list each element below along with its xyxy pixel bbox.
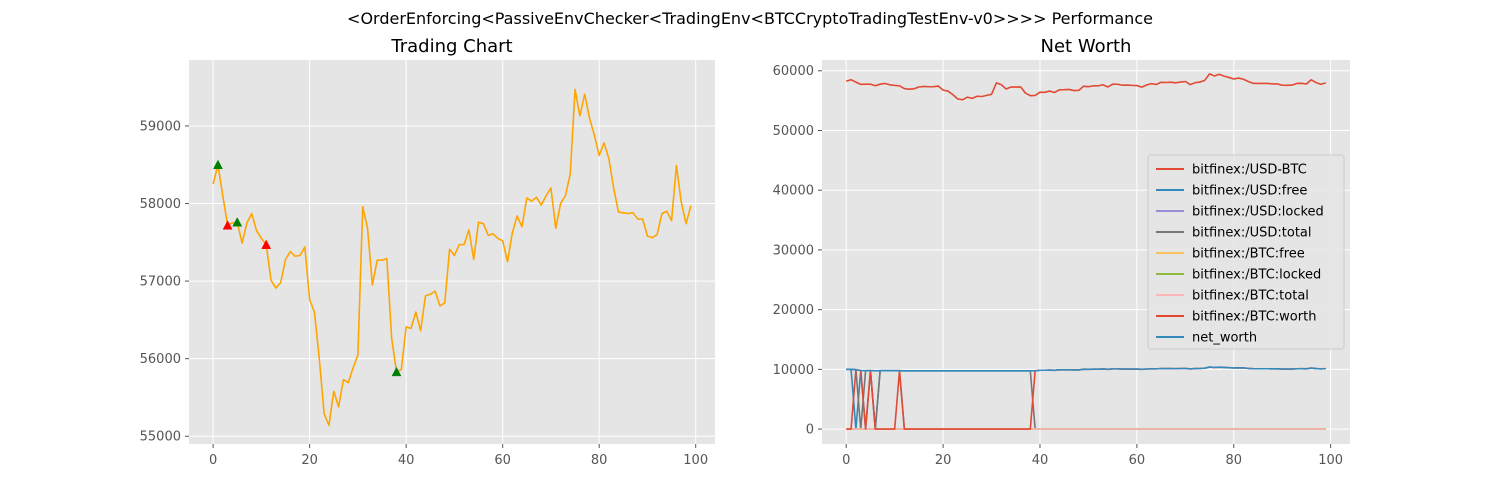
y-tick-label: 58000 — [140, 197, 181, 212]
x-tick-label: 0 — [842, 453, 850, 468]
y-tick-label: 59000 — [140, 119, 181, 134]
x-tick-label: 100 — [1318, 453, 1343, 468]
net-worth-axes: 0 20 40 60 80 100 0 10000 20000 30000 40000 50000 6… — [773, 36, 1350, 468]
y-tick-label: 20000 — [773, 303, 814, 318]
x-tick-label: 20 — [935, 453, 952, 468]
y-tick-label: 30000 — [773, 243, 814, 258]
x-tick-label: 40 — [1032, 453, 1049, 468]
trading-chart-markers — [213, 159, 402, 377]
legend-label: bitfinex:/BTC:free — [1192, 247, 1305, 262]
x-tick-label: 60 — [494, 453, 511, 468]
y-tick-label: 56000 — [140, 352, 181, 367]
legend-label: net_worth — [1192, 331, 1257, 346]
series-line-net-worth — [846, 366, 1326, 372]
net-worth-title: Net Worth — [1041, 36, 1132, 57]
y-tick-label: 40000 — [773, 184, 814, 199]
trading-chart-grid — [189, 60, 715, 444]
net-worth-y-ticks: 0 10000 20000 30000 40000 50000 60000 — [773, 64, 822, 438]
trading-chart-series — [212, 88, 692, 427]
legend-box — [1147, 154, 1345, 350]
x-tick-label: 0 — [209, 453, 217, 468]
trading-chart-axes: 0 20 40 60 80 100 55000 56000 57000 58000 59000 T… — [140, 36, 715, 468]
buy-marker — [213, 159, 223, 170]
trading-chart-y-ticks: 55000 56000 57000 58000 59000 — [140, 119, 189, 445]
series-line-price — [212, 88, 692, 427]
y-tick-label: 60000 — [773, 64, 814, 79]
y-tick-label: 55000 — [140, 430, 181, 445]
x-tick-label: 20 — [301, 453, 318, 468]
y-tick-label: 50000 — [773, 124, 814, 139]
x-tick-label: 80 — [1225, 453, 1242, 468]
sell-marker — [261, 239, 272, 249]
buy-marker — [232, 217, 243, 227]
legend-label: bitfinex:/BTC:worth — [1192, 310, 1316, 325]
legend-label: bitfinex:/USD:free — [1192, 184, 1307, 199]
legend-label: bitfinex:/BTC:total — [1192, 289, 1309, 304]
legend-label: bitfinex:/BTC:locked — [1192, 268, 1321, 283]
x-tick-label: 80 — [591, 453, 608, 468]
y-tick-label: 10000 — [773, 363, 814, 378]
legend-label: bitfinex:/USD:locked — [1192, 205, 1324, 220]
x-tick-label: 40 — [398, 453, 415, 468]
y-tick-label: 0 — [806, 423, 814, 438]
net-worth-legend: bitfinex:/USD-BTC bitfinex:/USD:free bitfi… — [1147, 154, 1345, 350]
buy-marker — [391, 366, 402, 377]
legend-items: bitfinex:/USD-BTC bitfinex:/USD:free bitfi… — [1156, 163, 1324, 346]
legend-label: bitfinex:/USD:total — [1192, 226, 1312, 241]
legend-label: bitfinex:/USD-BTC — [1192, 163, 1307, 178]
y-tick-label: 57000 — [140, 275, 181, 290]
net-worth-series — [845, 73, 1326, 430]
trading-chart-x-ticks: 0 20 40 60 80 100 — [209, 444, 708, 468]
sell-marker — [222, 220, 233, 230]
x-tick-label: 60 — [1129, 453, 1146, 468]
series-line-bitfinex-usd-btc — [845, 73, 1326, 101]
trading-chart-title: Trading Chart — [390, 36, 512, 57]
net-worth-x-ticks: 0 20 40 60 80 100 — [842, 444, 1343, 468]
x-tick-label: 100 — [683, 453, 708, 468]
figure-suptitle: <OrderEnforcing<PassiveEnvChecker<Tradin… — [347, 9, 1153, 28]
